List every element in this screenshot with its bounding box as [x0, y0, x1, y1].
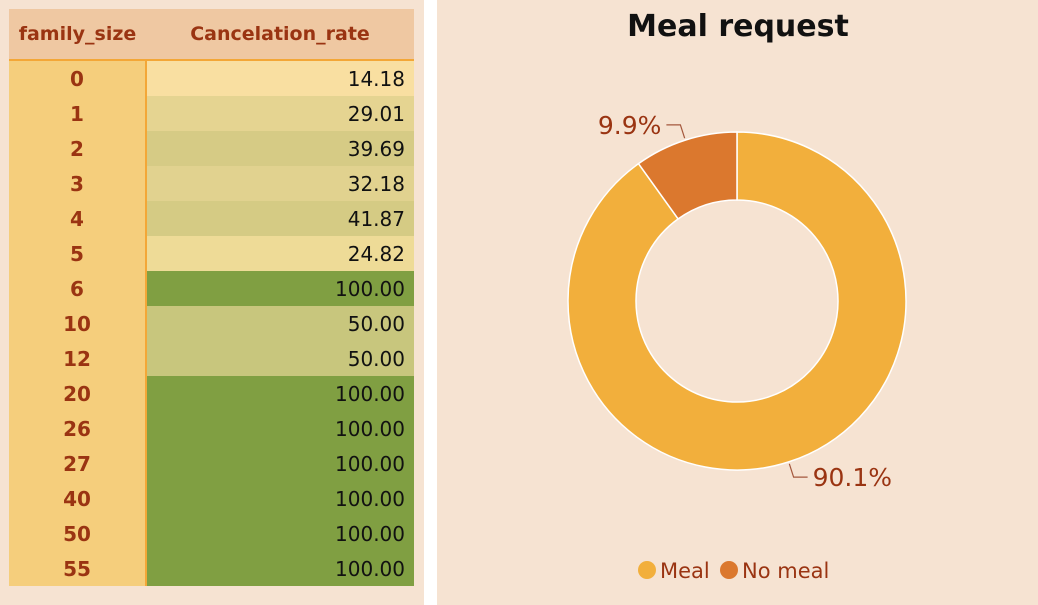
cancelation-rate-cell: 100.00 [146, 446, 414, 481]
table-row: 6 100.00 [9, 271, 414, 306]
table-row: 27 100.00 [9, 446, 414, 481]
family-size-cell: 5 [9, 236, 147, 271]
cancelation-rate-cell: 32.18 [146, 166, 414, 201]
cancelation-rate-cell: 14.18 [146, 60, 414, 96]
cancelation-rate-cell: 39.69 [146, 131, 414, 166]
cancelation-rate-cell: 100.00 [146, 411, 414, 446]
slice-percent-label: 90.1% [813, 463, 892, 492]
table-row: 12 50.00 [9, 341, 414, 376]
legend-label[interactable]: Meal [660, 559, 710, 583]
header-cancelation-rate: Cancelation_rate [146, 9, 414, 61]
table-row: 2 39.69 [9, 131, 414, 166]
family-size-cell: 55 [9, 551, 147, 586]
cancelation-table-panel: family_size Cancelation_rate 0 14.18 1 29.0… [0, 0, 424, 605]
family-size-cell: 1 [9, 96, 147, 131]
cancelation-rate-cell: 100.00 [146, 481, 414, 516]
legend-marker-no-meal[interactable] [720, 561, 738, 579]
legend-marker-meal[interactable] [638, 561, 656, 579]
family-size-cell: 4 [9, 201, 147, 236]
meal-request-chart-panel: Meal request 90.1% 9.9% Meal No meal [437, 0, 1038, 605]
slice-percent-label: 9.9% [598, 111, 662, 140]
cancelation-rate-cell: 100.00 [146, 271, 414, 306]
table-row: 0 14.18 [9, 60, 414, 96]
leader-line [666, 124, 686, 139]
table-row: 50 100.00 [9, 516, 414, 551]
cancelation-rate-cell: 50.00 [146, 341, 414, 376]
table-row: 1 29.01 [9, 96, 414, 131]
family-size-cell: 10 [9, 306, 147, 341]
table-row: 4 41.87 [9, 201, 414, 236]
legend-label[interactable]: No meal [742, 559, 829, 583]
cancelation-rate-cell: 100.00 [146, 376, 414, 411]
cancelation-rate-table: family_size Cancelation_rate 0 14.18 1 29.0… [9, 9, 414, 586]
cancelation-rate-cell: 29.01 [146, 96, 414, 131]
table-row: 55 100.00 [9, 551, 414, 586]
family-size-cell: 20 [9, 376, 147, 411]
family-size-cell: 0 [9, 60, 147, 96]
table-row: 20 100.00 [9, 376, 414, 411]
family-size-cell: 50 [9, 516, 147, 551]
meal-request-chart: Meal request 90.1% 9.9% Meal No meal [567, 9, 907, 583]
cancelation-rate-cell: 41.87 [146, 201, 414, 236]
pie-slice-no-meal [637, 131, 738, 220]
chart-title: Meal request [627, 9, 849, 44]
table-row: 3 32.18 [9, 166, 414, 201]
family-size-cell: 40 [9, 481, 147, 516]
family-size-cell: 3 [9, 166, 147, 201]
table-row: 10 50.00 [9, 306, 414, 341]
cancelation-rate-cell: 24.82 [146, 236, 414, 271]
cancelation-rate-cell: 100.00 [146, 551, 414, 586]
family-size-cell: 2 [9, 131, 147, 166]
leader-line [788, 463, 808, 478]
header-family-size: family_size [9, 9, 146, 61]
cancelation-rate-cell: 50.00 [146, 306, 414, 341]
table-row: 5 24.82 [9, 236, 414, 271]
table-row: 26 100.00 [9, 411, 414, 446]
family-size-cell: 27 [9, 446, 147, 481]
family-size-cell: 12 [9, 341, 147, 376]
table-header-row: family_size Cancelation_rate [9, 9, 414, 61]
family-size-cell: 6 [9, 271, 147, 306]
pie-slice-meal [567, 131, 907, 471]
table-row: 40 100.00 [9, 481, 414, 516]
family-size-cell: 26 [9, 411, 147, 446]
cancelation-rate-cell: 100.00 [146, 516, 414, 551]
